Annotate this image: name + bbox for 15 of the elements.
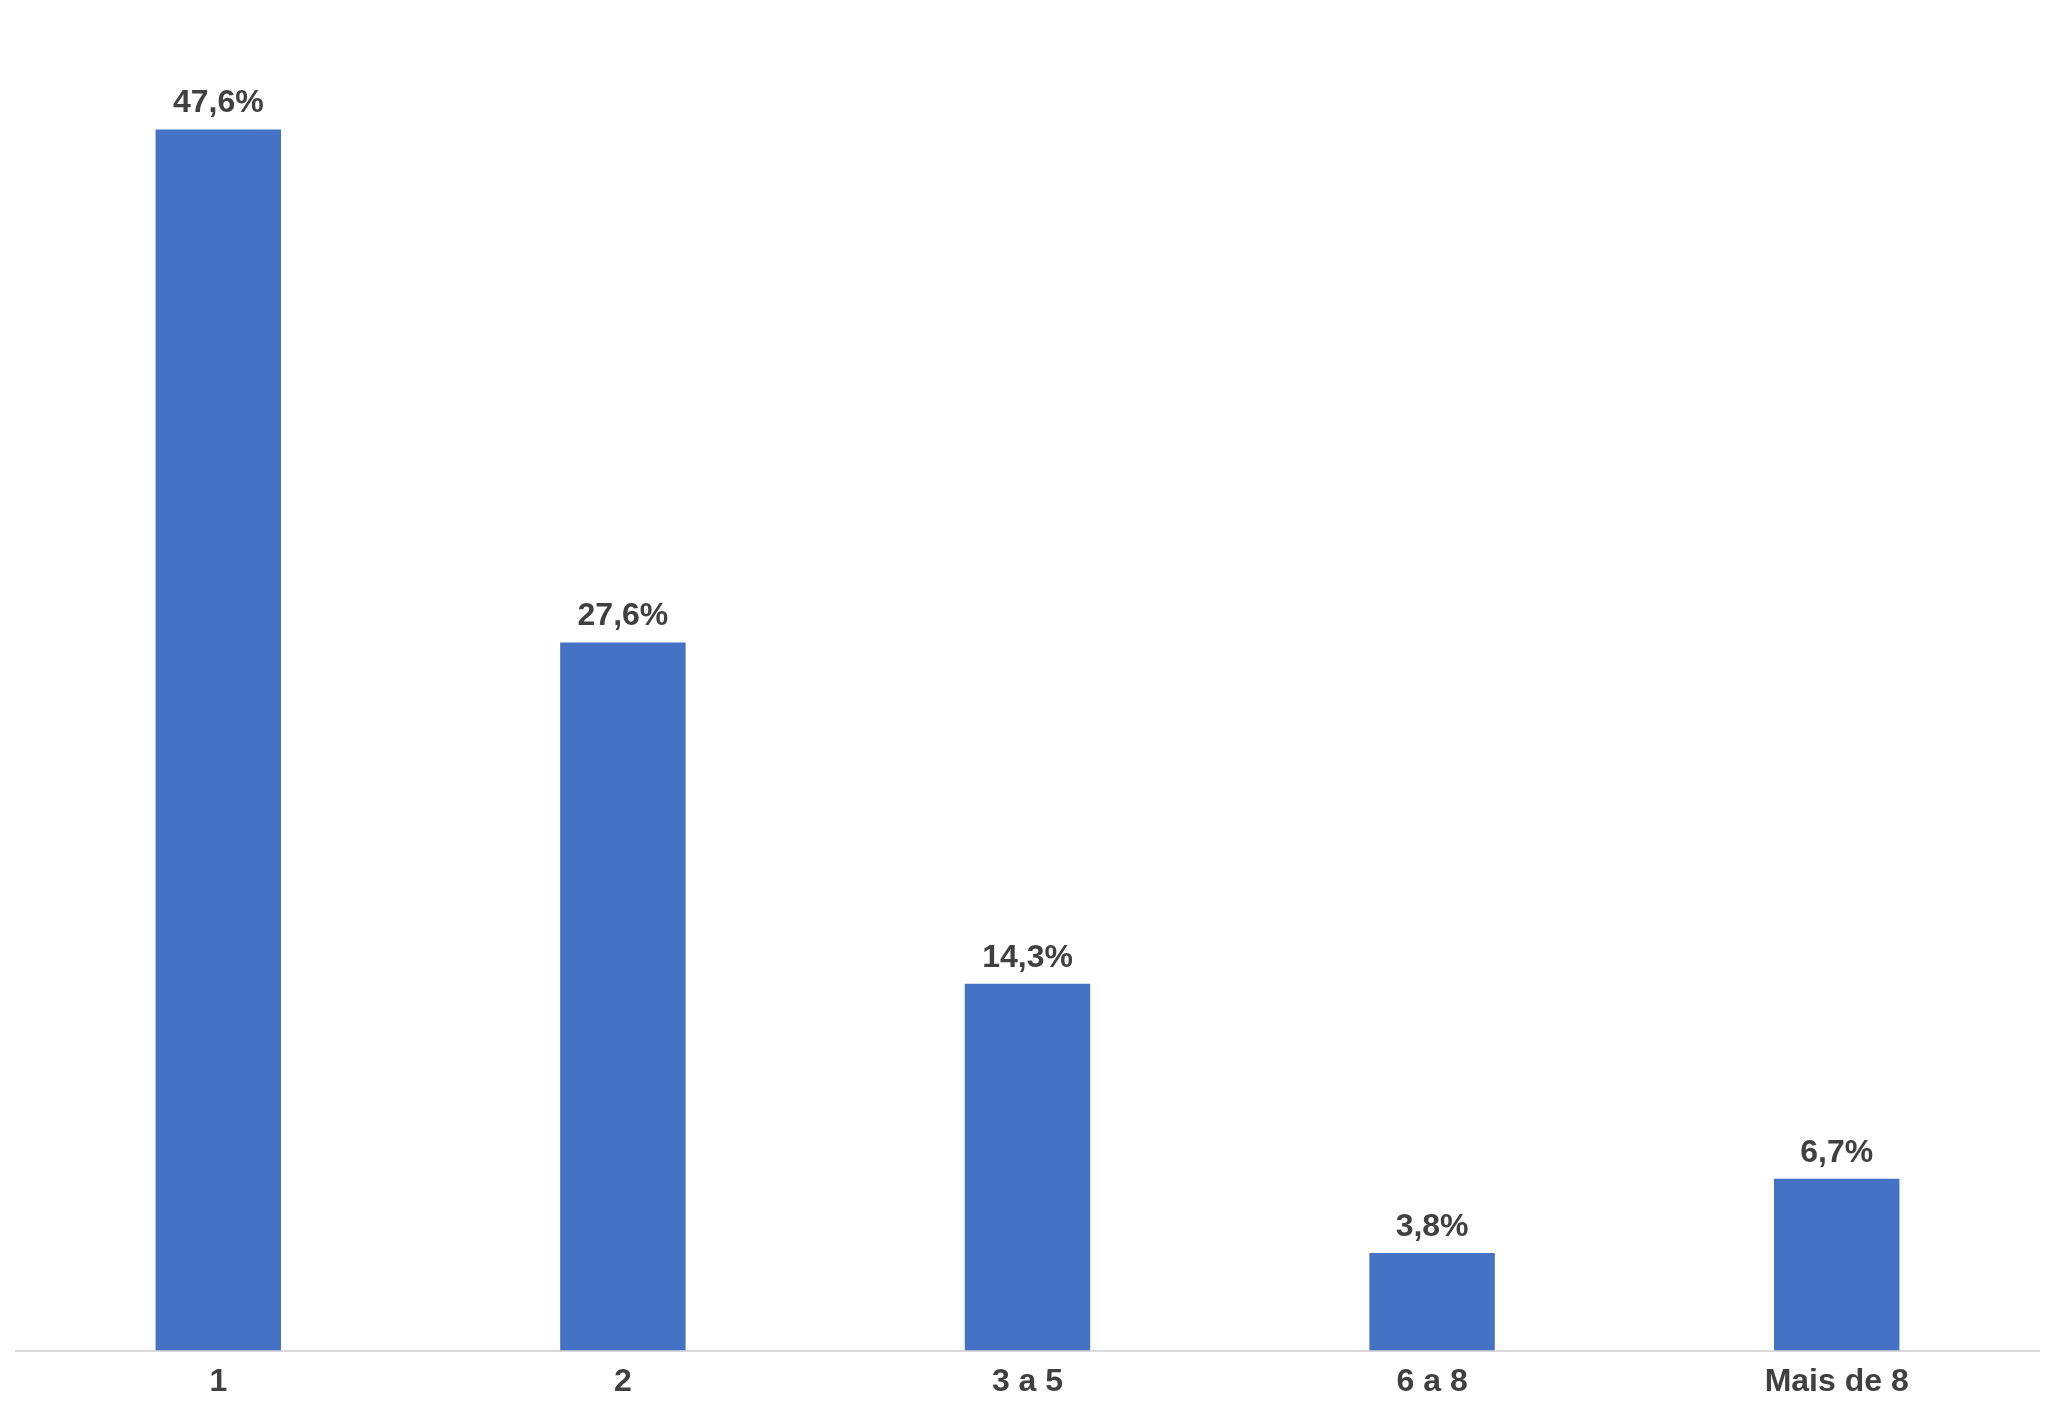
data-label: 47,6% [172, 83, 264, 120]
x-tick-label: Mais de 8 [1764, 1361, 1909, 1398]
bar [964, 983, 1091, 1351]
x-tick-label: 1 [209, 1361, 228, 1398]
bar [155, 129, 282, 1351]
bar [560, 642, 686, 1351]
x-tick-label: 6 a 8 [1396, 1361, 1468, 1398]
bar [1369, 1253, 1495, 1351]
data-label: 3,8% [1395, 1206, 1469, 1243]
data-label: 6,7% [1800, 1132, 1874, 1169]
bar [1773, 1178, 1900, 1351]
data-label: 27,6% [577, 596, 669, 633]
x-tick-label: 3 a 5 [991, 1361, 1064, 1398]
x-tick-label: 2 [614, 1361, 632, 1398]
data-label: 14,3% [982, 937, 1073, 974]
